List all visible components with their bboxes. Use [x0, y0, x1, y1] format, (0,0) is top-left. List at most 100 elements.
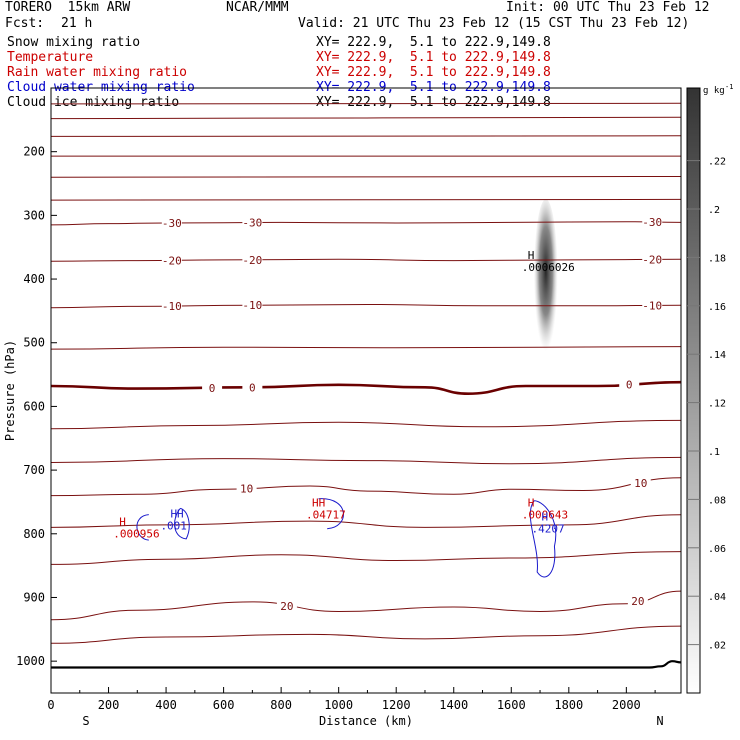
contour-label-bg — [242, 253, 263, 266]
isotherm-line — [50, 456, 682, 465]
valid-time: Valid: 21 UTC Thu 23 Feb 12 (15 CST Thu … — [298, 16, 690, 31]
isotherm-line — [50, 419, 682, 430]
isotherm-line — [50, 551, 682, 565]
isotherm-line — [50, 198, 682, 201]
y-tick-label: 300 — [23, 208, 45, 222]
cloudwater-label: HH — [170, 507, 183, 520]
x-tick-label: 1400 — [439, 698, 468, 712]
colorbar-tick-label: .1 — [708, 447, 720, 458]
x-tick-label: 400 — [155, 698, 177, 712]
contour-label-bg — [161, 216, 182, 229]
cloudwater-contour — [318, 498, 344, 530]
cloudwater-contour — [136, 514, 149, 541]
colorbar-tick-label: .16 — [708, 302, 726, 313]
field-xy-temp: XY= 222.9, 5.1 to 222.9,149.8 — [316, 50, 551, 65]
colorbar-tick-label: .22 — [708, 157, 726, 168]
fcst-value: 21 h — [61, 16, 93, 31]
x-tick-label: 600 — [213, 698, 235, 712]
colorbar-scale — [686, 87, 701, 694]
cloudwater-label: H — [542, 511, 549, 524]
plot-frame — [50, 87, 682, 694]
field-name-temp: Temperature — [7, 50, 94, 65]
contour-label: -30 — [242, 217, 262, 230]
colorbar-tick-label: .04 — [708, 592, 726, 603]
rain-max-label: H — [528, 496, 535, 509]
snow-shading — [533, 199, 558, 360]
contour-label: 20 — [631, 595, 644, 608]
y-tick-label: 800 — [23, 527, 45, 541]
init-time: Init: 00 UTC Thu 23 Feb 12 — [506, 0, 710, 15]
contour-label: -30 — [162, 217, 182, 230]
contour-label-bg — [242, 216, 263, 229]
contour-label: 0 — [249, 381, 256, 394]
axes: 0 200 400 600 800 1000 1200 1400 1600 1800 2000200… — [3, 87, 682, 728]
model-title: TORERO 15km ARW — [5, 0, 131, 15]
colorbar-tick-label: .08 — [708, 495, 726, 506]
plot-area: -30 -30 -30 -20 -20 -20 -10 -10 -10 0 0 0 10 10 20 20 H.… — [50, 102, 682, 669]
x-axis-title: Distance (km) — [319, 714, 413, 728]
cloudwater-value: .001 — [160, 519, 187, 532]
y-tick-label: 400 — [23, 272, 45, 286]
contour-label-bg — [236, 482, 257, 495]
rain-max-value: .04717 — [306, 508, 346, 521]
contour-label: -10 — [242, 299, 262, 312]
contour-label-bg — [276, 599, 297, 612]
contour-label-bg — [619, 378, 640, 391]
contour-label: 0 — [626, 379, 633, 392]
field-name-snow: Snow mixing ratio — [7, 35, 141, 50]
contour-label: -20 — [242, 254, 262, 267]
y-tick-label: 500 — [23, 336, 45, 350]
contour-label: 10 — [240, 482, 253, 495]
contour-label-bg — [242, 381, 263, 394]
y-tick-label: 600 — [23, 399, 45, 413]
y-tick-label: 700 — [23, 463, 45, 477]
isotherm-line — [50, 346, 682, 350]
contour-label-bg — [627, 595, 648, 608]
field-name-cloudice: Cloud ice mixing ratio — [7, 95, 180, 110]
contour-label-bg — [161, 254, 182, 267]
isotherm-line — [50, 625, 682, 644]
contour-label: -20 — [162, 254, 182, 267]
cloudwater-value: .4207 — [532, 523, 565, 536]
y-axis-title: Pressure (hPa) — [3, 340, 17, 441]
contour-label: 10 — [634, 477, 647, 490]
isotherm-line — [50, 176, 682, 178]
isotherm-line — [50, 514, 682, 528]
x-tick-label: 0 — [47, 698, 54, 712]
org-label: NCAR/MMM — [226, 0, 289, 15]
isotherm-line — [50, 116, 682, 120]
contour-label-bg — [202, 381, 223, 394]
x-tick-label: 1800 — [554, 698, 583, 712]
y-tick-label: 1000 — [16, 654, 45, 668]
contour-label: -10 — [642, 299, 662, 312]
fcst-label: Fcst: — [5, 16, 45, 31]
y-tick-label: 900 — [23, 590, 45, 604]
contour-label-bg — [642, 253, 663, 266]
isotherm-line — [50, 102, 682, 105]
contour-label-bg — [630, 476, 651, 489]
rain-max-value: .000643 — [522, 508, 568, 521]
endpoint-left: S — [82, 714, 89, 728]
x-tick-label: 1000 — [324, 698, 353, 712]
temperature-contour — [50, 221, 682, 226]
field-xy-snow: XY= 222.9, 5.1 to 222.9,149.8 — [316, 35, 551, 50]
snow-max-value: .0006026 — [522, 261, 575, 274]
field-name-rain: Rain water mixing ratio — [7, 65, 188, 80]
colorbar-tick-label: .14 — [708, 350, 726, 361]
contour-label-bg — [642, 299, 663, 312]
contour-label-bg — [161, 300, 182, 313]
x-tick-label: 1600 — [497, 698, 526, 712]
surface-pressure-line — [51, 660, 682, 669]
x-tick-label: 2000 — [612, 698, 641, 712]
plot-header: TORERO 15km ARW NCAR/MMM Init: 00 UTC Th… — [0, 0, 740, 112]
rain-max-value: .000956 — [113, 527, 159, 540]
endpoint-right: N — [656, 714, 663, 728]
x-tick-label: 1200 — [382, 698, 411, 712]
x-tick-label: 200 — [98, 698, 120, 712]
contour-label: -30 — [642, 216, 662, 229]
field-xy-cloudice: XY= 222.9, 5.1 to 222.9,149.8 — [316, 95, 551, 110]
temperature-contour — [50, 477, 682, 497]
x-tick-label: 800 — [270, 698, 292, 712]
cloudwater-contour — [174, 507, 190, 540]
